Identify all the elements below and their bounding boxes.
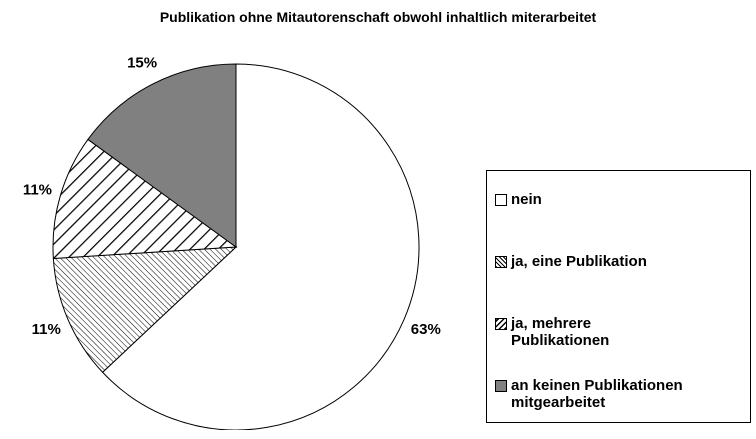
page: {"chart_data": {"type": "pie", "title": … [22, 9, 751, 430]
legend-label: ja, eine Publikation [511, 253, 647, 270]
pie-slice [87, 63, 237, 248]
legend: nein ja, eine Publikation ja, mehrere Publ… [486, 170, 751, 423]
legend-item: ja, eine Publikation [495, 253, 750, 315]
legend-swatch [495, 194, 507, 206]
legend-swatch [495, 318, 507, 330]
pie-slice [101, 63, 420, 430]
data-label: 63% [411, 321, 441, 338]
chart-title: Publikation ohne Mitautorenschaft obwohl… [160, 9, 597, 25]
data-label: 11% [32, 321, 61, 338]
legend-label: nein [511, 191, 542, 208]
legend-swatch [495, 380, 507, 392]
legend-label: ja, mehrere Publikationen [511, 315, 610, 349]
legend-item: nein [495, 191, 750, 253]
pie-slice [52, 246, 238, 373]
legend-swatch [495, 256, 507, 268]
data-label: 15% [127, 55, 157, 72]
legend-label: an keinen Publikationen mitgearbeitet [511, 377, 683, 411]
pie-slice [52, 138, 238, 260]
chart: Publikation ohne Mitautorenschaft obwohl… [23, 9, 597, 430]
legend-item: ja, mehrere Publikationen [495, 315, 750, 377]
legend-item: an keinen Publikationen mitgearbeitet [495, 377, 750, 439]
data-label: 11% [23, 181, 52, 198]
